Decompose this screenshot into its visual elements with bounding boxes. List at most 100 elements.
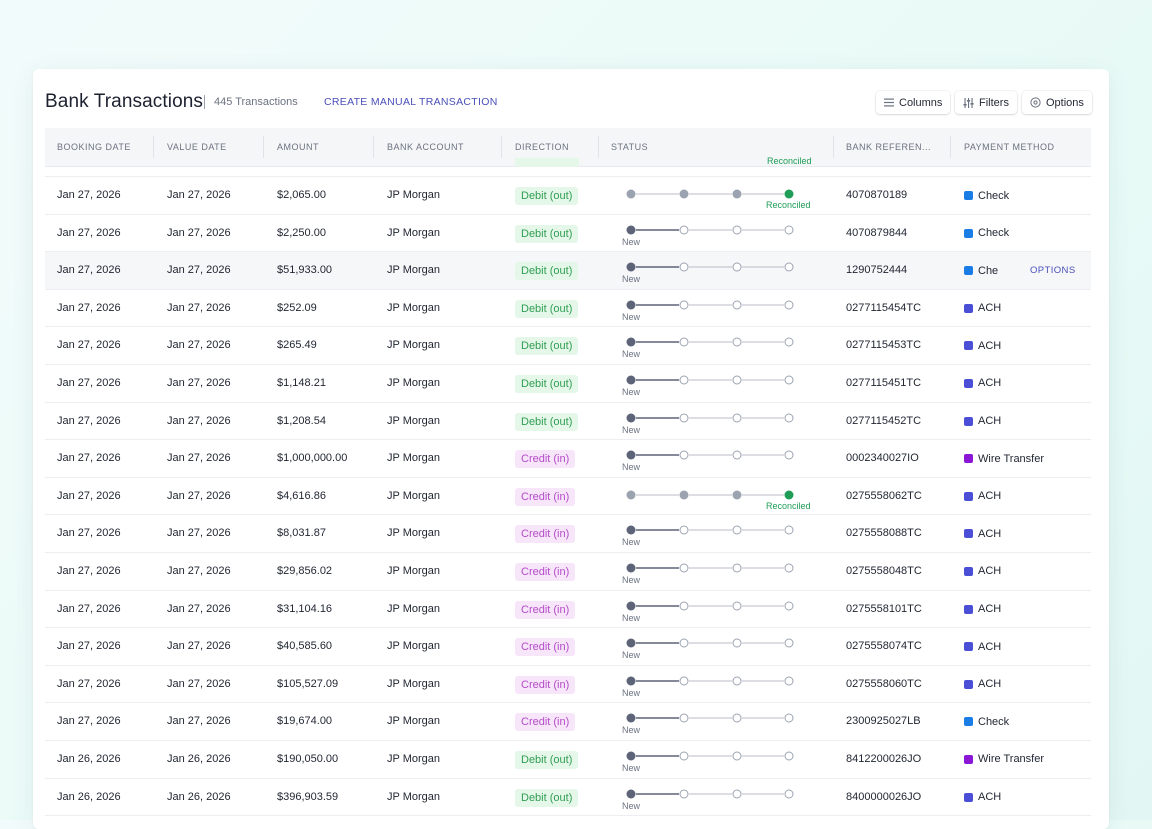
booking-date: Jan 27, 2026: [57, 602, 121, 615]
status-progress-track: [626, 225, 794, 235]
column-header-payment-method[interactable]: PAYMENT METHOD: [964, 142, 1055, 152]
column-divider[interactable]: [501, 136, 502, 158]
payment-method-label: ACH: [978, 490, 1002, 503]
table-row[interactable]: Jan 27, 2026 Jan 27, 2026 $1,208.54 JP Morg…: [45, 403, 1091, 441]
column-header-bank-reference[interactable]: BANK REFEREN...: [846, 142, 932, 152]
status-step-dot: [784, 601, 794, 611]
column-divider[interactable]: [598, 136, 599, 158]
status-stepper: New: [611, 215, 831, 252]
status-step-dot: [626, 189, 636, 199]
filters-button[interactable]: Filters: [955, 91, 1017, 114]
table-row[interactable]: Jan 27, 2026 Jan 27, 2026 $252.09 JP Morgan…: [45, 290, 1091, 328]
status-step-dot: [784, 337, 794, 347]
status-progress-track: [626, 563, 794, 573]
status-label: New: [622, 537, 641, 548]
status-step-dot: [784, 676, 794, 686]
table-row[interactable]: Jan 27, 2026 Jan 27, 2026 $31,104.16 JP Mor…: [45, 591, 1091, 629]
status-label: New: [622, 236, 641, 247]
table-row[interactable]: Jan 27, 2026 Jan 27, 2026 $29,856.02 JP Mor…: [45, 553, 1091, 591]
column-header-booking-date[interactable]: BOOKING DATE: [57, 142, 131, 152]
payment-method: ACH: [964, 290, 1001, 327]
direction-badge: Debit (out): [515, 299, 579, 318]
table-row[interactable]: Jan 27, 2026 Jan 27, 2026 $40,585.60 JP Mor…: [45, 628, 1091, 666]
payment-method-label: Wire Transfer: [978, 452, 1045, 465]
options-button[interactable]: Options: [1022, 91, 1092, 114]
payment-method-label: ACH: [978, 302, 1002, 315]
status-label: New: [622, 462, 641, 473]
column-divider[interactable]: [833, 136, 834, 158]
payment-method: Check: [964, 215, 1009, 252]
status-step-dot: [626, 225, 636, 235]
booking-date: Jan 26, 2026: [57, 790, 121, 803]
payment-method-color-icon: [964, 604, 973, 614]
status-step-dot: [679, 337, 689, 347]
status-step-dot: [626, 638, 636, 648]
payment-method: ACH: [964, 628, 1001, 665]
status-label: Reconciled: [766, 200, 811, 210]
scrolled-status-label: Reconciled: [767, 156, 812, 166]
direction-badge: Credit (in): [515, 450, 576, 469]
payment-method-color-icon: [964, 416, 973, 426]
status-progress-track: [626, 789, 794, 798]
value-date: Jan 27, 2026: [167, 189, 231, 201]
bank-reference: 0275558048TC: [846, 564, 922, 577]
payment-method-color-icon: [964, 529, 973, 539]
column-divider[interactable]: [153, 136, 154, 158]
value-date: Jan 27, 2026: [167, 452, 231, 465]
column-divider[interactable]: [950, 136, 951, 158]
column-divider[interactable]: [263, 136, 264, 158]
value-date: Jan 26, 2026: [167, 790, 231, 803]
payment-method-color-icon: [964, 642, 973, 652]
column-header-status[interactable]: STATUS: [611, 142, 649, 152]
table-row[interactable]: Jan 27, 2026 Jan 27, 2026 $1,148.21 JP Morg…: [45, 365, 1091, 403]
columns-button[interactable]: Columns: [876, 91, 951, 114]
row-options-link[interactable]: OPTIONS: [1030, 252, 1076, 290]
table-row[interactable]: Jan 26, 2026 Jan 26, 2026 $190,050.00 JP Mo…: [45, 741, 1091, 779]
status-label: New: [622, 311, 641, 322]
payment-method: ACH: [964, 553, 1001, 590]
status-step-dot: [732, 450, 742, 460]
table-row[interactable]: Jan 27, 2026 Jan 27, 2026 $8,031.87 JP Morg…: [45, 515, 1091, 553]
bank-account: JP Morgan: [387, 527, 440, 540]
column-header-bank-account[interactable]: BANK ACCOUNT: [387, 142, 465, 152]
create-manual-transaction-link[interactable]: CREATE MANUAL TRANSACTION: [324, 96, 498, 108]
status-progress-track: [626, 751, 794, 761]
table-row[interactable]: Jan 27, 2026 Jan 27, 2026 $265.49 JP Morgan…: [45, 327, 1091, 365]
status-step-dot: [679, 300, 689, 310]
value-date: Jan 26, 2026: [167, 752, 231, 765]
column-header-value-date[interactable]: VALUE DATE: [167, 142, 227, 152]
table-row[interactable]: Jan 27, 2026 Jan 27, 2026 $19,674.00 JP Mor…: [45, 703, 1091, 741]
status-stepper: New: [611, 290, 831, 327]
payment-method-color-icon: [964, 303, 973, 313]
status-step-dot: [626, 789, 636, 798]
status-step-dot: [679, 676, 689, 686]
table-row[interactable]: Jan 27, 2026 Jan 27, 2026 $2,065.00 JP Morg…: [45, 177, 1091, 215]
column-divider[interactable]: [373, 136, 374, 158]
table-row[interactable]: Jan 27, 2026 Jan 27, 2026 $2,250.00 JP Morg…: [45, 215, 1091, 253]
table-row[interactable]: Jan 27, 2026 Jan 27, 2026 $1,000,000.00 JP …: [45, 440, 1091, 478]
amount: $1,148.21: [277, 376, 326, 389]
amount: $8,031.87: [277, 527, 326, 540]
bank-reference: 0277115454TC: [846, 301, 922, 314]
payment-method-label: ACH: [978, 678, 1002, 691]
value-date: Jan 27, 2026: [167, 602, 231, 615]
status-progress-track: [626, 601, 794, 611]
booking-date: Jan 27, 2026: [57, 677, 121, 690]
payment-method-color-icon: [964, 754, 973, 764]
status-stepper: New: [611, 666, 831, 703]
payment-method-label: Wire Transfer: [978, 753, 1045, 766]
payment-method-color-icon: [964, 679, 973, 689]
table-row[interactable]: Jan 27, 2026 Jan 27, 2026 $4,616.86 JP Morg…: [45, 478, 1091, 516]
status-step-dot: [732, 375, 742, 385]
status-step-dot: [732, 525, 742, 535]
status-step-dot: [626, 525, 636, 535]
bank-account: JP Morgan: [387, 640, 440, 653]
table-row[interactable]: Jan 27, 2026 Jan 27, 2026 $51,933.00 JP Mor…: [45, 252, 1091, 290]
column-header-amount[interactable]: AMOUNT: [277, 142, 319, 152]
table-row[interactable]: Jan 26, 2026 Jan 26, 2026 $396,903.59 JP Mo…: [45, 779, 1091, 817]
status-step-dot: [626, 713, 636, 723]
column-header-direction[interactable]: DIRECTION: [515, 142, 569, 152]
table-row[interactable]: Jan 27, 2026 Jan 27, 2026 $105,527.09 JP Mo…: [45, 666, 1091, 704]
value-date: Jan 27, 2026: [167, 715, 231, 728]
payment-method-label: ACH: [978, 565, 1002, 578]
